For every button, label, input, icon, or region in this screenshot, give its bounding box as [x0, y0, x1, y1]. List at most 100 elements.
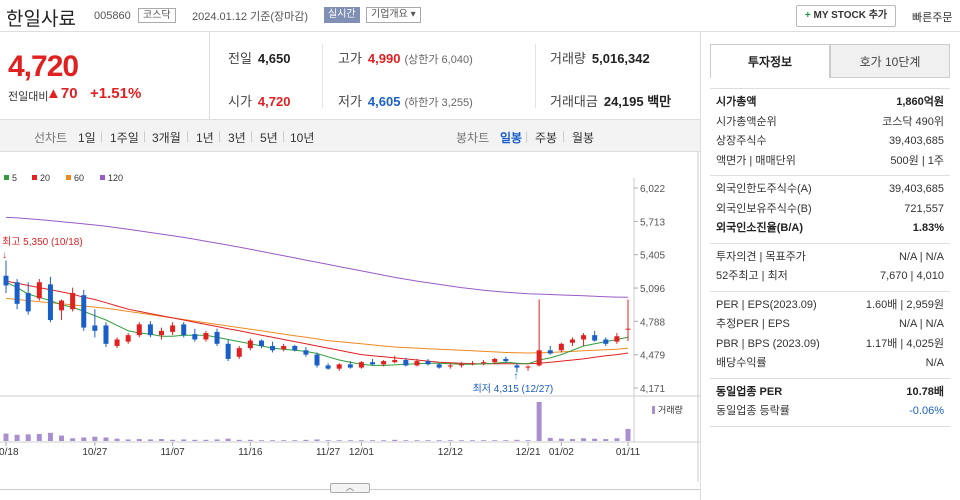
- legend-label: 20: [40, 173, 50, 183]
- invest-group-cap: 시가총액 1,860억원 시가총액순위 코스닥 490위 상장주식수 39,403,685…: [710, 88, 950, 175]
- stock-code: 005860: [94, 10, 131, 22]
- candle-weekly[interactable]: 주봉: [535, 131, 558, 145]
- stat-label: 저가: [338, 94, 362, 109]
- tab-order-book[interactable]: 호가 10단계: [830, 44, 950, 78]
- divider: [322, 44, 323, 108]
- invest-row-value: 500원 | 1주: [890, 154, 944, 167]
- volume-bar: [569, 439, 575, 441]
- volume-bar: [14, 434, 20, 441]
- quick-order-button[interactable]: 빠른주문: [912, 12, 953, 24]
- volume-bar: [147, 439, 153, 441]
- add-mystock-label: MY STOCK 추가: [813, 10, 888, 21]
- volume-bar: [425, 440, 431, 441]
- invest-group-foreign: 외국인한도주식수(A) 39,403,685 외국인보유주식수(B) 721,557 외…: [710, 175, 950, 243]
- volume-bar: [381, 440, 387, 441]
- high-annotation: 최고 5,350 (10/18): [2, 236, 83, 248]
- legend-label: 5: [12, 173, 17, 183]
- candle-body: [536, 350, 542, 366]
- candle-body: [181, 324, 187, 336]
- y-tick-label: 5,405: [640, 251, 665, 262]
- period-1w[interactable]: 1주일: [110, 131, 139, 145]
- volume-bar: [447, 440, 453, 441]
- candle-body: [492, 358, 498, 363]
- stat-prev: 전일 4,650: [228, 48, 290, 67]
- period-10y[interactable]: 10년: [290, 131, 315, 145]
- volume-bar: [514, 439, 520, 441]
- volume-bar: [303, 439, 309, 441]
- invest-row-value: 7,670 | 4,010: [879, 270, 944, 282]
- volume-bar: [181, 439, 187, 441]
- volume-bar: [59, 435, 65, 441]
- invest-group-valuation: PER | EPS(2023.09) 1.60배 | 2,959원 추정PER | …: [710, 290, 950, 378]
- separator: |: [100, 129, 104, 143]
- stat-value: 24,195 백만: [603, 94, 672, 109]
- invest-row-label: 배당수익률: [716, 357, 767, 369]
- volume-bar: [236, 439, 242, 441]
- volume-bar: [25, 434, 31, 441]
- volume-bar: [258, 440, 264, 441]
- expand-chart-button[interactable]: ︿: [330, 483, 370, 493]
- stat-label: 거래대금: [550, 94, 598, 109]
- volume-bar: [92, 436, 98, 441]
- realtime-button[interactable]: 실시간: [324, 7, 360, 23]
- volume-bar: [70, 438, 76, 441]
- candle-monthly[interactable]: 월봉: [572, 131, 595, 145]
- invest-info-panel: 투자정보 호가 10단계 시가총액 1,860억원 시가총액순위 코스닥 490위 상장…: [700, 32, 960, 500]
- period-3m[interactable]: 3개월: [152, 131, 181, 145]
- volume-bar: [314, 439, 320, 441]
- invest-group-sector: 동일업종 PER 10.78배 동일업종 등락률 -0.06%: [710, 377, 950, 427]
- period-3y[interactable]: 3년: [228, 131, 246, 145]
- candle-body: [303, 350, 309, 355]
- separator: |: [562, 129, 566, 143]
- add-mystock-button[interactable]: + MY STOCK 추가: [796, 5, 896, 27]
- stat-value: 4,990: [367, 51, 401, 66]
- candle-body: [214, 331, 220, 344]
- price-stats: 전일 4,650 고가 4,990 (상한가 6,040) 거래량 5,016,342 …: [210, 32, 700, 120]
- x-tick-label: 11/07: [160, 447, 185, 458]
- volume-bar: [492, 440, 498, 441]
- candle-body: [581, 335, 587, 340]
- volume-bar: [614, 438, 620, 441]
- volume-bar: [136, 439, 142, 441]
- volume-bar: [247, 439, 253, 441]
- stat-label: 고가: [338, 51, 362, 66]
- candle-body: [170, 325, 176, 332]
- ma120-line: [5, 216, 629, 298]
- invest-row-value: 1.17배 | 4,025원: [865, 337, 944, 350]
- candle-body: [314, 354, 320, 366]
- candle-body: [481, 362, 487, 364]
- volume-bar: [536, 402, 542, 441]
- y-tick-label: 4,171: [640, 384, 665, 395]
- invest-table: 시가총액 1,860억원 시가총액순위 코스닥 490위 상장주식수 39,403,685…: [710, 88, 950, 427]
- stat-value: 4,720: [257, 94, 291, 109]
- separator: |: [282, 129, 286, 143]
- price-chart[interactable]: 6,022 5,713 5,405 5,096 4,788 4,479 4,171 5 20 60…: [0, 152, 700, 482]
- stat-high: 고가 4,990 (상한가 6,040): [338, 48, 473, 67]
- tab-invest-info[interactable]: 투자정보: [710, 44, 830, 78]
- candle-body: [192, 334, 198, 340]
- candle-daily[interactable]: 일봉: [500, 131, 523, 145]
- candle-body: [525, 366, 531, 368]
- volume-bar: [81, 437, 87, 441]
- company-info-dropdown[interactable]: 기업개요 ▾: [366, 7, 421, 23]
- x-tick-label: 12/12: [438, 447, 463, 458]
- candle-chart-label: 봉차트: [456, 131, 490, 145]
- period-5y[interactable]: 5년: [260, 131, 278, 145]
- volume-bar: [125, 439, 131, 441]
- invest-row: 투자의견 | 목표주가 N/A | N/A: [710, 248, 950, 268]
- period-1d[interactable]: 1일: [78, 131, 96, 145]
- stat-value: 5,016,342: [591, 51, 650, 66]
- upper-limit: (상한가 6,040): [404, 54, 473, 66]
- candle-body: [81, 295, 87, 328]
- candle-body: [503, 358, 509, 362]
- invest-row-label: 동일업종 등락률: [716, 405, 790, 417]
- candle-body: [414, 361, 420, 366]
- candle-body: [136, 324, 142, 336]
- invest-row-label: PBR | BPS (2023.09): [716, 337, 820, 350]
- volume-legend-swatch: [652, 406, 655, 414]
- candle-body: [159, 330, 164, 336]
- current-price-box: 4,720 전일대비 ▲70 +1.51%: [0, 32, 210, 120]
- invest-row-label: 시가총액: [716, 96, 757, 108]
- separator: |: [525, 129, 529, 143]
- period-1y[interactable]: 1년: [196, 131, 214, 145]
